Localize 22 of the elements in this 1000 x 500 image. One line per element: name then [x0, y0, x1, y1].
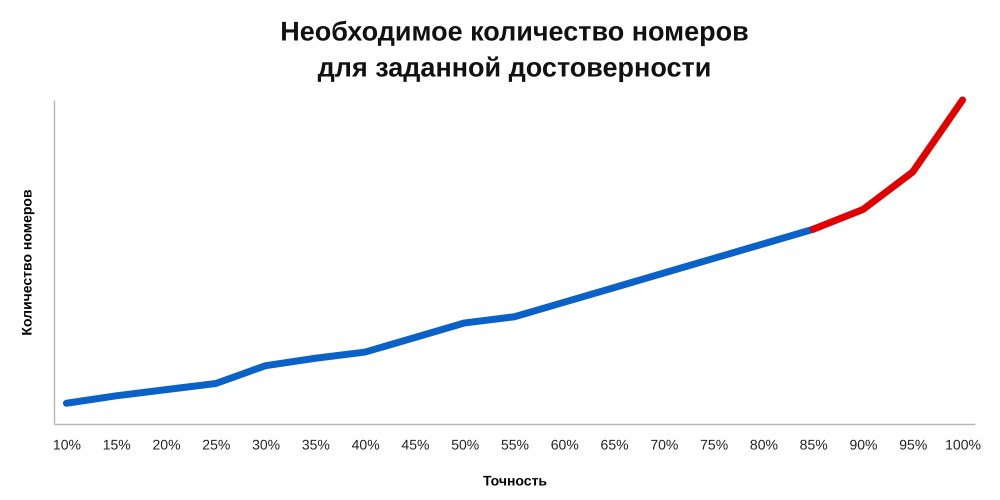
x-tick-label: 95% — [899, 436, 928, 452]
x-tick-label: 100% — [945, 436, 981, 452]
x-tick-label: 90% — [849, 436, 878, 452]
x-tick-label: 70% — [650, 436, 678, 452]
x-tick-label: 60% — [550, 436, 579, 452]
x-tick-label: 30% — [252, 436, 280, 452]
x-tick-label: 25% — [202, 436, 230, 452]
chart-title: Необходимое количество номеров для заданной достоверности — [280, 16, 749, 82]
x-tick-label: 20% — [152, 436, 181, 452]
x-tick-label: 10% — [52, 436, 81, 452]
x-tick-label: 15% — [102, 436, 131, 452]
x-axis-title: Точность — [482, 472, 548, 488]
x-tick-label: 85% — [800, 436, 828, 452]
y-axis-title: Количество номеров — [18, 189, 34, 336]
x-tick-label: 75% — [700, 436, 728, 452]
x-tick-label: 45% — [401, 436, 430, 452]
x-tick-label: 80% — [750, 436, 778, 452]
x-tick-label: 55% — [500, 436, 530, 452]
x-tick-label: 40% — [352, 436, 380, 452]
x-tick-label: 65% — [600, 436, 629, 452]
x-tick-label: 50% — [451, 436, 480, 452]
x-tick-label: 35% — [302, 436, 330, 452]
